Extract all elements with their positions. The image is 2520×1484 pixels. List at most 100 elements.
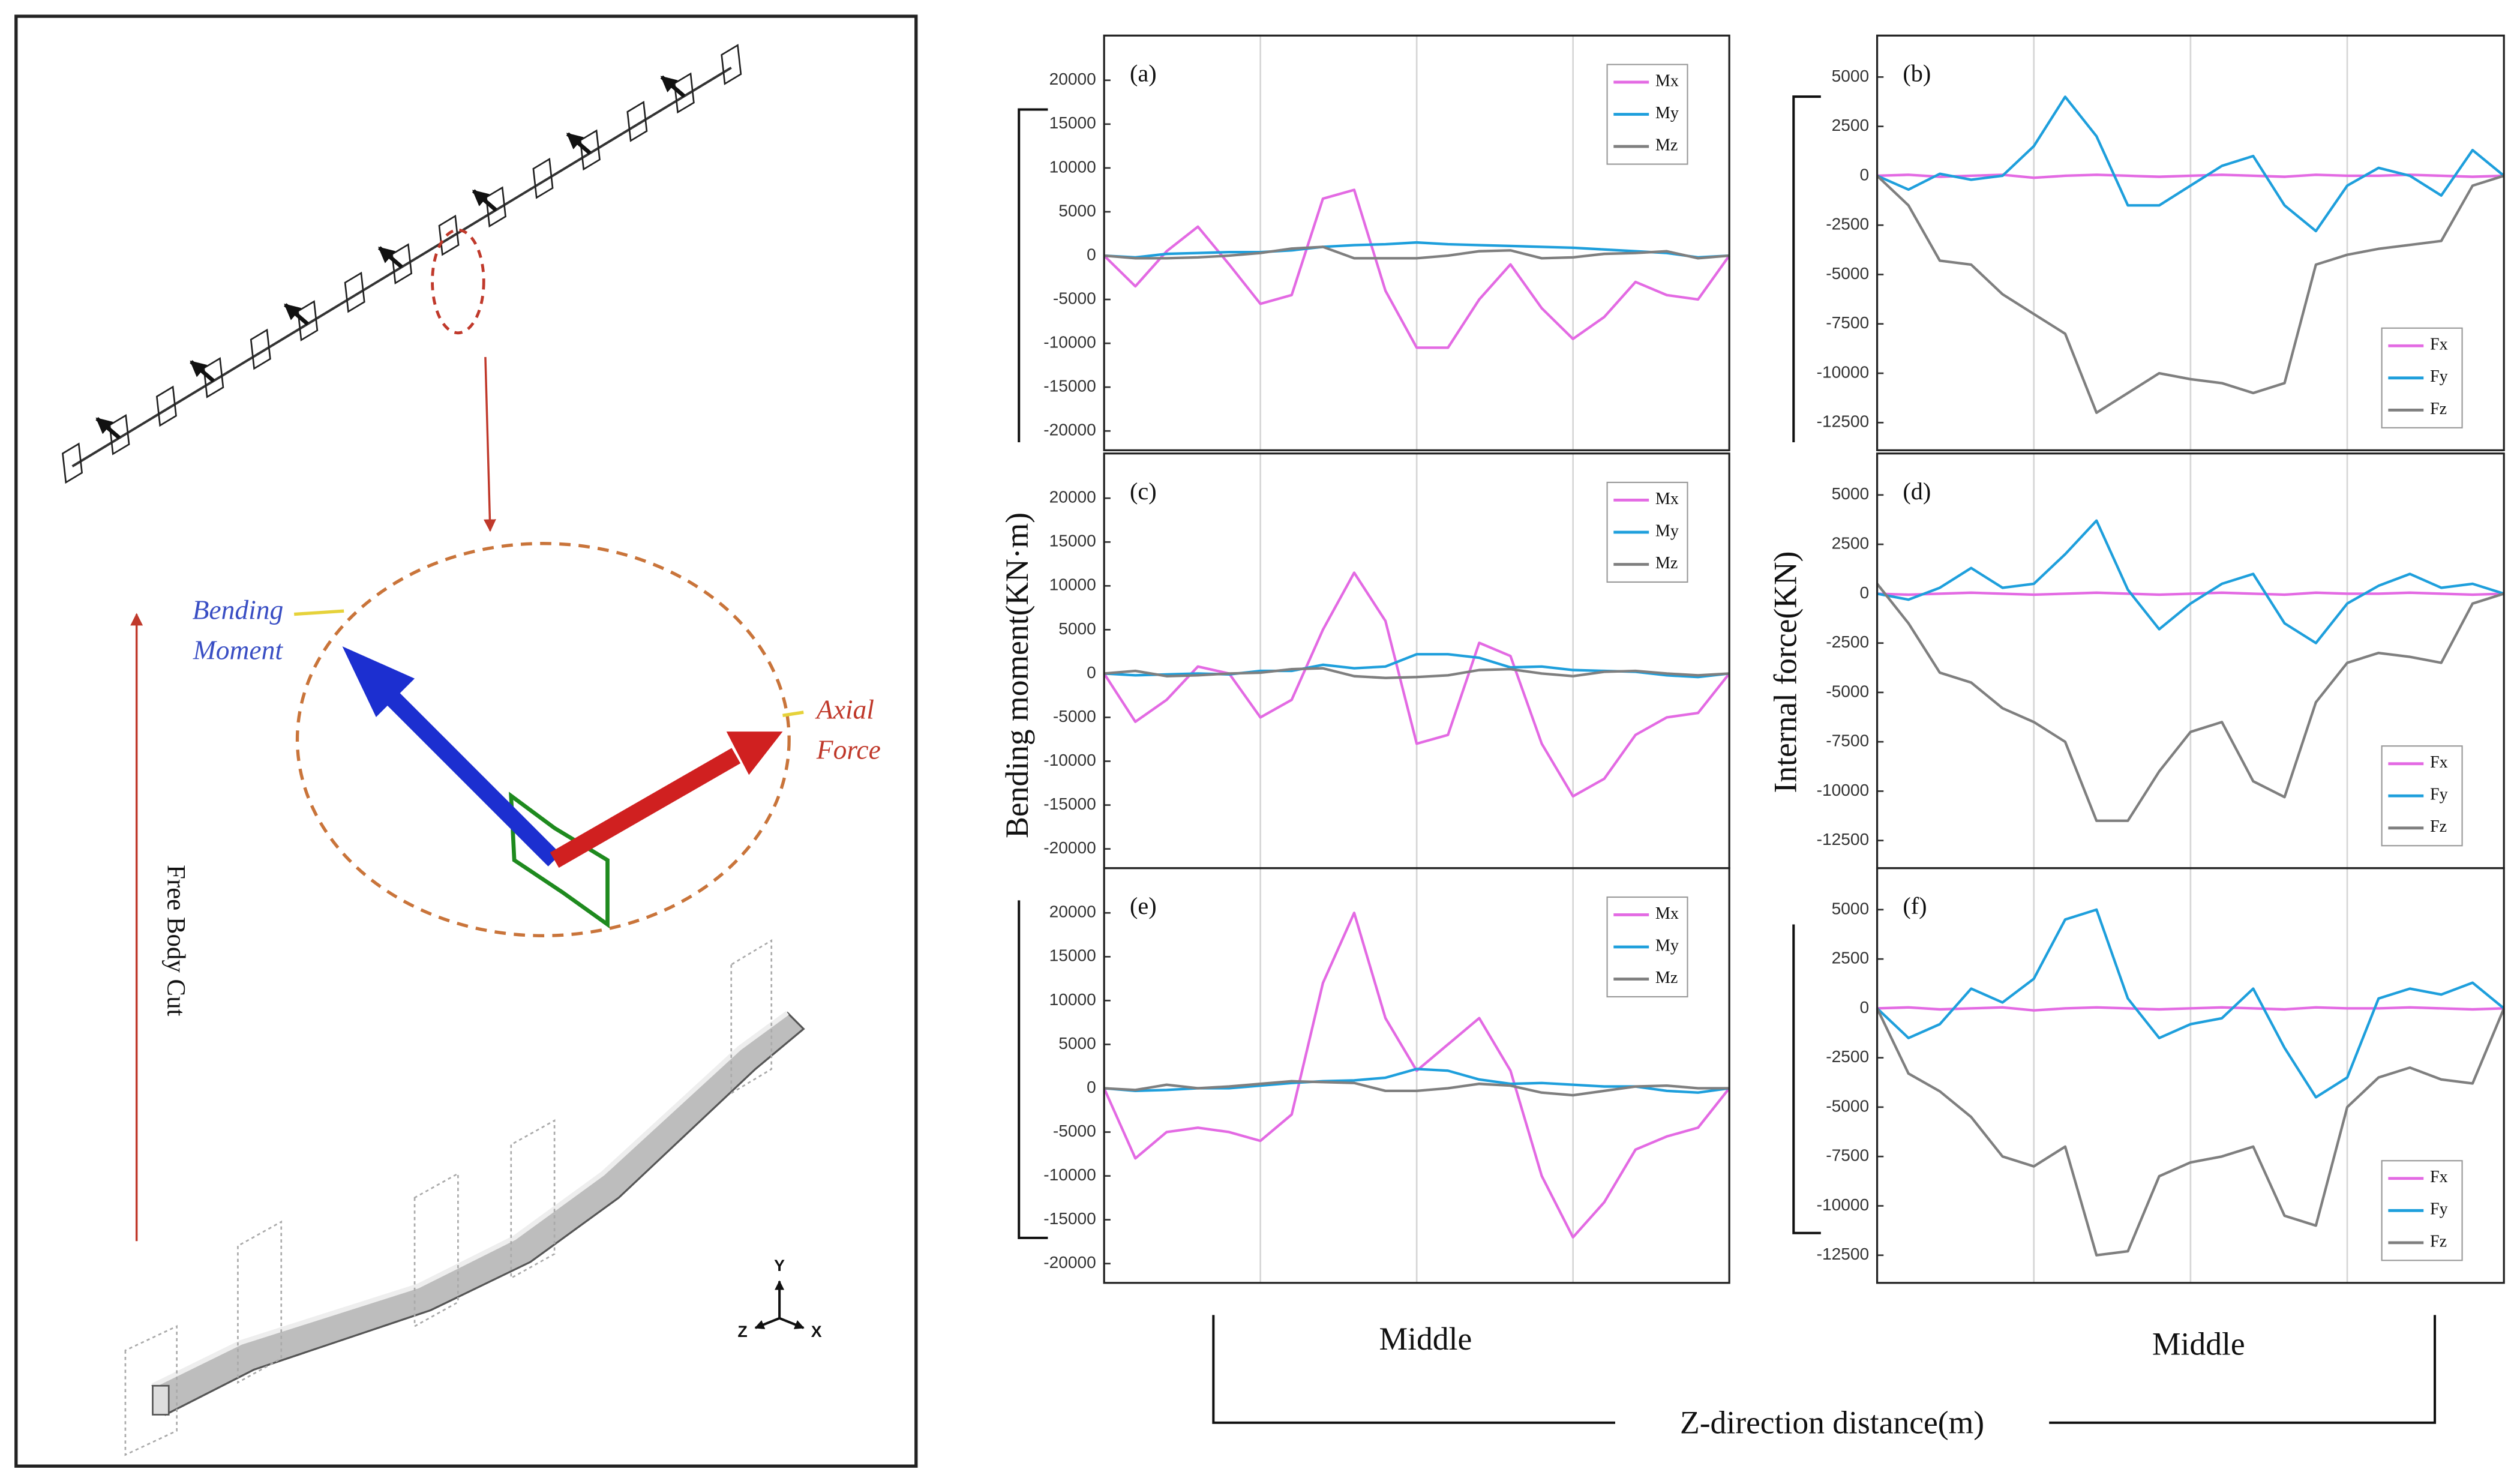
legend-label: Mx	[1655, 71, 1679, 90]
y-tick-label: -2500	[1826, 1047, 1869, 1066]
y-tick-label: 5000	[1058, 619, 1096, 638]
legend-label: Fy	[2430, 786, 2448, 804]
member-arrow	[190, 360, 215, 383]
axial-label: Force	[816, 734, 881, 765]
member-arrow	[377, 246, 403, 269]
y-tick-label: 15000	[1049, 532, 1096, 550]
legend-label: Fx	[2430, 1168, 2448, 1186]
y-tick-label: 10000	[1049, 990, 1096, 1009]
panel-label: (f)	[1903, 892, 1927, 919]
panel-label: (a)	[1130, 59, 1157, 86]
series-line	[1103, 667, 1730, 679]
legend-label: Fx	[2430, 335, 2448, 354]
series-line	[1103, 912, 1730, 1239]
y-tick-label: 0	[1860, 165, 1870, 184]
legend-label: My	[1655, 521, 1679, 540]
y-tick-label: 10000	[1049, 157, 1096, 176]
legend-label: Fz	[2430, 400, 2447, 418]
series-line	[1877, 519, 2504, 644]
legend-label: Mz	[1655, 136, 1678, 155]
beam-edge	[151, 1011, 789, 1388]
panel-label: (b)	[1903, 59, 1931, 86]
series-line	[1877, 1006, 2504, 1012]
y-tick-label: -15000	[1043, 377, 1096, 395]
legend-label: Mx	[1655, 904, 1679, 923]
legend-label: Mz	[1655, 969, 1678, 987]
y-tick-label: 5000	[1832, 484, 1870, 503]
member-frame	[155, 385, 177, 427]
series-line	[1103, 571, 1730, 798]
y-tick-label: 0	[1087, 245, 1096, 263]
diagram-panel: Bending Moment Axial Force Free Body Cut…	[14, 14, 918, 1468]
y-tick-label: 2500	[1832, 949, 1870, 967]
y-tick-label: 5000	[1058, 1034, 1096, 1053]
plot-frame	[1103, 867, 1730, 1284]
panel-label: (d)	[1903, 478, 1931, 505]
y-tick-label: -2500	[1826, 632, 1869, 651]
plot-frame	[1876, 867, 2505, 1284]
y-tick-label: -10000	[1817, 1195, 1870, 1214]
member-frame	[62, 442, 83, 484]
y-axis-label: Bending moment(KN·m)	[999, 512, 1035, 838]
legend-label: Fz	[2430, 817, 2447, 836]
y-tick-label: 5000	[1832, 899, 1870, 918]
y-tick-label: 15000	[1049, 946, 1096, 965]
series-line	[1104, 1080, 1730, 1097]
middle-label: Middle	[1379, 1321, 1472, 1357]
y-tick-label: -20000	[1043, 838, 1096, 857]
member-frame	[250, 328, 271, 370]
series-line	[1877, 173, 2504, 179]
bending-label: Moment	[193, 634, 284, 665]
y-tick-label: -7500	[1826, 731, 1869, 750]
y-tick-label: 5000	[1058, 201, 1096, 220]
member-chain	[62, 44, 742, 484]
legend-label: Fx	[2430, 753, 2448, 772]
legend-label: My	[1655, 936, 1679, 955]
member-arrow	[660, 75, 686, 98]
moment-arrow	[379, 685, 561, 867]
label-bg	[1768, 514, 1810, 837]
member-frame	[532, 157, 554, 199]
bracket	[1018, 108, 1048, 442]
member-frame	[297, 300, 319, 341]
series-line	[1876, 908, 2505, 1099]
leader	[782, 710, 804, 717]
y-tick-label: -15000	[1043, 795, 1096, 813]
y-tick-label: 2500	[1832, 116, 1870, 134]
y-tick-label: -10000	[1043, 1165, 1096, 1184]
series-line	[1103, 245, 1730, 260]
member-frame	[626, 101, 648, 142]
y-tick-label: 15000	[1049, 113, 1096, 132]
y-tick-label: -5000	[1053, 289, 1096, 307]
member-frame	[344, 271, 365, 313]
bending-label: Bending	[193, 594, 284, 625]
member-arrow	[472, 189, 497, 212]
legend-label: My	[1655, 104, 1679, 122]
member-frame	[673, 72, 695, 114]
series-line	[1104, 241, 1730, 259]
series-line	[1876, 583, 2504, 822]
bracket	[1018, 900, 1048, 1239]
y-tick-label: -10000	[1043, 333, 1096, 352]
y-tick-label: 0	[1087, 1078, 1096, 1096]
y-tick-label: -12500	[1817, 830, 1870, 849]
y-tick-label: -5000	[1826, 264, 1869, 283]
label-bg	[1615, 1402, 2050, 1447]
y-axis-label: Internal force(KN)	[1768, 551, 1804, 793]
x-axis-label: Z-direction distance(m)	[1680, 1405, 1984, 1441]
member-arrow	[284, 303, 309, 326]
y-tick-label: 10000	[1049, 575, 1096, 594]
y-tick-label: -10000	[1817, 362, 1870, 381]
middle-label: Middle	[2152, 1326, 2245, 1362]
y-tick-label: -20000	[1043, 1253, 1096, 1272]
member-frame	[485, 186, 507, 228]
y-tick-label: 20000	[1049, 70, 1096, 88]
y-tick-label: -10000	[1817, 781, 1870, 799]
zoom-ellipse	[295, 542, 791, 937]
legend-label: Fy	[2430, 1200, 2448, 1219]
cut-planes	[124, 939, 773, 1456]
y-tick-label: -20000	[1043, 421, 1096, 439]
member-arrow	[566, 132, 592, 155]
y-tick-label: -5000	[1053, 1122, 1096, 1140]
